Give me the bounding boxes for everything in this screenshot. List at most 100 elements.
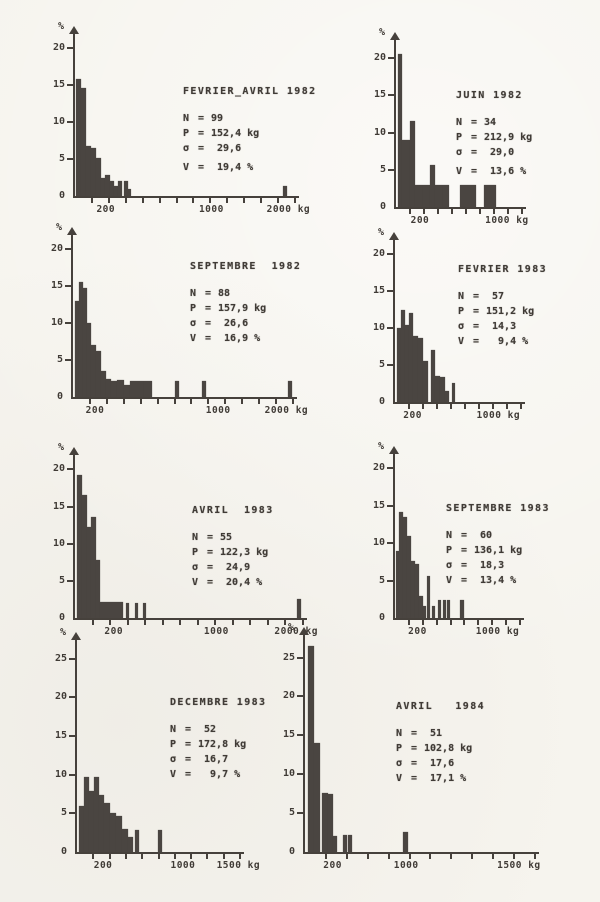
stat-line-p: P = 102,8 kg: [396, 741, 485, 756]
x-axis-tick: [231, 620, 234, 625]
histogram-bar: [79, 805, 84, 852]
x-axis-tick: [492, 404, 494, 409]
histogram-bar: [75, 301, 79, 397]
x-axis-tick: [222, 854, 225, 859]
x-axis-tick: [122, 399, 125, 404]
histogram-bar: [423, 361, 428, 402]
stat-value: 9,4 %: [486, 336, 529, 347]
sigma-symbol: σ: [458, 321, 465, 332]
stat-value: 151,2 kg: [486, 306, 535, 317]
x-axis-tick: [224, 399, 227, 404]
stat-value: 102,8 kg: [424, 743, 473, 754]
x-axis-tick: [158, 198, 161, 203]
histogram-bar: [297, 599, 301, 618]
x-axis-tick: [408, 404, 410, 409]
histogram-bar: [96, 350, 101, 397]
histogram-bar: [158, 829, 162, 852]
equals-sign: =: [205, 318, 212, 329]
y-axis-tick: [387, 504, 393, 507]
x-axis-tick: [449, 620, 452, 625]
x-axis-tick: [450, 854, 453, 859]
x-axis-tick: [266, 620, 269, 625]
stat-line-n: N = 88: [190, 286, 301, 301]
x-axis-tick: [206, 854, 209, 859]
chart-title: FEVRIER 1983: [458, 264, 548, 275]
y-axis-arrow-icon: [71, 632, 81, 640]
equals-sign: =: [411, 728, 418, 739]
stat-line-v: V = 19,4 %: [183, 160, 317, 175]
x-axis-tick: [345, 854, 348, 859]
y-axis-tick-label: 20: [372, 462, 385, 474]
equals-sign: =: [473, 291, 480, 302]
y-axis-tick: [69, 696, 75, 699]
equals-sign: =: [471, 117, 478, 128]
histogram-plot-fevrier-1983: % 0 5 10 15 20 200 1000 kg: [373, 227, 525, 421]
histogram-bar: [443, 184, 449, 207]
equals-sign: =: [473, 336, 480, 347]
y-axis-tick-label: 5: [379, 163, 386, 175]
y-axis-tick-label: 10: [52, 537, 65, 549]
y-axis-tick-label: 15: [372, 499, 385, 511]
stat-line-p: P = 172,8 kg: [170, 737, 266, 752]
y-axis-tick: [67, 158, 73, 161]
x-axis-tick-label: 1000: [393, 860, 419, 871]
equals-sign: =: [205, 303, 212, 314]
histogram-bar: [283, 185, 287, 196]
y-axis-tick-label: 15: [52, 79, 65, 91]
sigma-symbol: σ: [170, 754, 177, 765]
stat-value: 18,3: [474, 560, 505, 571]
histogram-bar: [403, 517, 407, 618]
y-axis-tick: [387, 327, 393, 330]
x-axis-tick-label: 200: [85, 405, 105, 416]
y-axis-tick-label: 25: [282, 651, 295, 663]
stat-label: V: [170, 769, 177, 780]
x-axis-tick: [260, 198, 263, 203]
y-axis-tick-label: 5: [378, 574, 385, 586]
x-axis-tick: [175, 198, 178, 203]
histogram-bar: [328, 794, 333, 852]
y-axis-tick: [387, 579, 393, 582]
x-axis-tick: [207, 399, 210, 404]
stat-value: 9,7 %: [198, 769, 241, 780]
histogram-bar: [91, 345, 96, 397]
x-axis-tick: [109, 620, 112, 625]
x-axis-tick: [436, 404, 438, 409]
y-axis-tick-label: 0: [56, 391, 63, 402]
histogram-bar: [96, 158, 101, 196]
x-axis-tick: [141, 854, 144, 859]
histogram-plot-avril-1983: % 0 5 10 15 20 200 1000 2000 kg: [53, 442, 317, 637]
stats-block-juin-1982: JUIN 1982 N = 34 P = 212,9 kg σ = 29,0 V = 13,…: [456, 90, 532, 179]
histogram-bar: [397, 328, 401, 402]
stat-value: 60: [474, 530, 493, 541]
y-axis-tick-label: 15: [373, 89, 386, 101]
x-axis-tick: [249, 620, 252, 625]
stat-value: 52: [198, 724, 217, 735]
y-axis-tick: [65, 248, 71, 251]
stat-label: N: [190, 288, 197, 299]
histogram-bar: [101, 371, 106, 397]
x-axis-tick: [144, 620, 147, 625]
stat-value: 17,6: [424, 758, 455, 769]
x-axis-tick: [471, 854, 474, 859]
y-axis-tick-label: 20: [54, 691, 67, 703]
stat-value: 57: [486, 291, 505, 302]
histogram-bar: [411, 561, 415, 618]
histogram-bar: [440, 376, 445, 402]
stat-label: N: [456, 117, 463, 128]
histogram-bar: [288, 380, 292, 397]
equals-sign: =: [207, 577, 214, 588]
histogram-bar: [106, 378, 111, 397]
x-axis-tick: [421, 620, 424, 625]
x-axis-tick: [324, 854, 327, 859]
histogram-bar: [398, 53, 402, 207]
y-axis-tick-label: 5: [288, 807, 295, 819]
x-axis-tick: [88, 399, 91, 404]
chart-title: SEPTEMBRE 1983: [446, 503, 550, 514]
x-axis-tick: [422, 404, 424, 409]
y-axis-tick: [69, 657, 75, 660]
histogram-bar: [79, 281, 83, 397]
y-axis-tick-label: 15: [282, 729, 295, 741]
histogram-bar: [423, 606, 426, 618]
histogram-bar: [126, 603, 129, 618]
histogram-bar: [96, 560, 100, 618]
